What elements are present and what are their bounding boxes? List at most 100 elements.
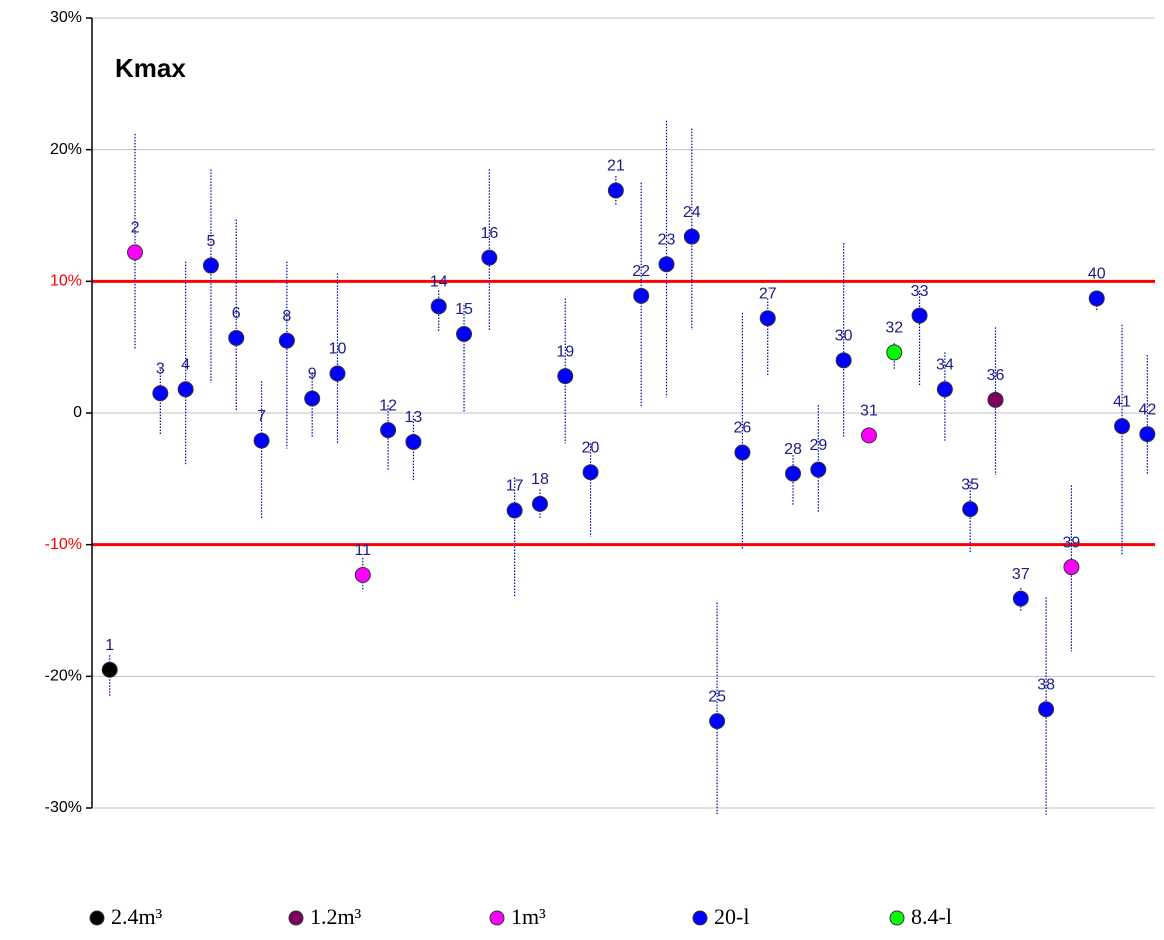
point-label: 6 [232, 305, 241, 322]
y-tick-label: 10% [50, 273, 82, 290]
legend-marker [89, 910, 105, 926]
point [329, 365, 346, 382]
point [380, 422, 397, 439]
point-label: 35 [961, 476, 979, 493]
legend-marker [288, 910, 304, 926]
point-label: 31 [860, 403, 878, 420]
point [936, 381, 953, 398]
point [177, 381, 194, 398]
point-label: 34 [936, 357, 954, 374]
y-tick-label: -20% [45, 668, 82, 685]
point-label: 40 [1088, 266, 1106, 283]
point [633, 287, 650, 304]
point-label: 33 [911, 283, 929, 300]
point-label: 10 [329, 341, 347, 358]
point-label: 2 [131, 220, 140, 237]
point-label: 17 [506, 478, 524, 495]
point-label: 16 [480, 225, 498, 242]
point-label: 36 [987, 367, 1005, 384]
point-label: 27 [759, 285, 777, 302]
point-label: 12 [379, 397, 397, 414]
point [987, 391, 1004, 408]
point-label: 37 [1012, 566, 1030, 583]
y-tick-label: -30% [45, 799, 82, 816]
point-label: 41 [1113, 393, 1131, 410]
point [531, 495, 548, 512]
point-label: 8 [282, 308, 291, 325]
point-label: 7 [257, 408, 266, 425]
point [582, 464, 599, 481]
point [127, 244, 144, 261]
point-label: 26 [734, 420, 752, 437]
point [430, 298, 447, 315]
point-label: 4 [181, 357, 190, 374]
point [1063, 559, 1080, 576]
point [304, 390, 321, 407]
point-label: 28 [784, 441, 802, 458]
point-label: 18 [531, 471, 549, 488]
point [759, 310, 776, 327]
point-label: 20 [582, 439, 600, 456]
point [202, 257, 219, 274]
point-label: 22 [632, 263, 650, 280]
point [810, 461, 827, 478]
point [354, 566, 371, 583]
legend-label: 1m³ [511, 904, 546, 929]
point [785, 465, 802, 482]
point [1038, 701, 1055, 718]
point [683, 228, 700, 245]
point [152, 385, 169, 402]
point [278, 332, 295, 349]
point [1139, 426, 1156, 443]
point-label: 14 [430, 274, 448, 291]
point [886, 344, 903, 361]
point [405, 433, 422, 450]
point [481, 249, 498, 266]
point [962, 501, 979, 518]
point [456, 326, 473, 342]
point-label: 38 [1037, 676, 1055, 693]
point-label: 32 [885, 320, 903, 337]
point [557, 368, 574, 385]
chart-title: Kmax [115, 53, 186, 83]
point [658, 256, 675, 273]
point [253, 432, 270, 449]
legend-marker [889, 910, 905, 926]
point [1114, 418, 1131, 435]
point [101, 661, 118, 678]
point-label: 11 [354, 542, 371, 559]
point-label: 13 [405, 409, 423, 426]
point-label: 5 [206, 233, 215, 250]
point [1088, 290, 1105, 307]
point [860, 427, 877, 444]
point [607, 182, 624, 199]
point-label: 15 [455, 301, 473, 318]
point-label: 24 [683, 204, 701, 221]
point-label: 21 [607, 158, 625, 175]
point-label: 25 [708, 688, 726, 705]
y-tick-label: -10% [45, 536, 82, 553]
legend-label: 1.2m³ [310, 904, 362, 929]
legend-label: 2.4m³ [111, 904, 163, 929]
point-label: 19 [556, 343, 574, 360]
point [911, 307, 928, 324]
point-label: 29 [809, 437, 827, 454]
legend-label: 20-l [714, 904, 749, 929]
point-label: 30 [835, 328, 853, 345]
y-tick-label: 20% [50, 141, 82, 158]
point [1012, 590, 1029, 607]
point-label: 3 [156, 360, 165, 377]
point [228, 329, 245, 346]
y-tick-label: 30% [50, 9, 82, 26]
point [709, 713, 726, 730]
point-label: 39 [1063, 534, 1081, 551]
point-label: 1 [105, 637, 114, 654]
point-label: 42 [1138, 401, 1156, 418]
point [734, 444, 751, 461]
point [835, 352, 852, 369]
y-tick-label: 0 [73, 404, 82, 421]
legend-label: 8.4-l [911, 904, 952, 929]
legend-marker [692, 910, 708, 926]
